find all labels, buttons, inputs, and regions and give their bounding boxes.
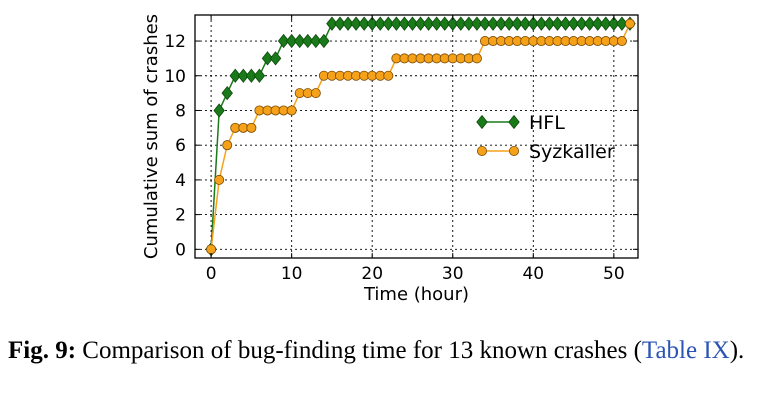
data-point-hfl: [237, 68, 250, 83]
data-point-hfl: [318, 33, 330, 49]
data-point-syzkaller: [616, 36, 627, 47]
data-point-hfl: [551, 16, 564, 31]
data-point-hfl: [430, 16, 443, 31]
data-point-syzkaller: [310, 88, 321, 99]
y-tick-label: 4: [175, 171, 186, 191]
x-tick-label: 50: [603, 264, 625, 284]
legend-label: Syzkaller: [529, 141, 615, 163]
x-tick-label: 40: [522, 264, 544, 284]
data-point-hfl: [285, 33, 298, 49]
data-point-hfl: [519, 16, 531, 31]
data-point-hfl: [503, 16, 515, 31]
data-point-hfl: [358, 16, 370, 31]
y-tick-label: 10: [164, 67, 186, 87]
data-point-hfl: [390, 16, 403, 31]
data-point-hfl: [455, 16, 467, 31]
data-point-hfl: [253, 68, 266, 83]
data-point-hfl: [414, 16, 427, 31]
y-tick-label: 0: [175, 240, 186, 260]
caption-table-link[interactable]: Table IX: [641, 337, 730, 364]
figure-caption: Fig. 9: Comparison of bug-finding time f…: [8, 336, 776, 366]
data-point-hfl: [447, 16, 459, 31]
data-point-hfl: [616, 16, 628, 31]
x-tick-label: 0: [206, 264, 217, 284]
y-tick-label: 8: [175, 101, 186, 121]
legend-marker: [508, 145, 519, 156]
data-point-hfl: [213, 103, 225, 118]
data-point-hfl: [245, 68, 258, 83]
data-point-hfl: [471, 16, 483, 31]
data-point-hfl: [366, 16, 378, 31]
data-point-hfl: [334, 16, 346, 31]
caption-end: ).: [729, 337, 745, 364]
data-point-hfl: [487, 16, 499, 31]
legend-item-syzkaller: Syzkaller: [476, 141, 615, 163]
x-tick-label: 10: [281, 264, 303, 284]
data-point-hfl: [277, 33, 290, 49]
data-point-hfl: [592, 16, 604, 31]
data-point-syzkaller: [471, 53, 482, 64]
series-hfl: [205, 16, 636, 257]
caption-label: Fig. 9:: [8, 337, 77, 364]
data-point-hfl: [374, 16, 386, 31]
data-point-hfl: [261, 51, 274, 66]
grid: [195, 15, 638, 258]
data-point-hfl: [583, 16, 596, 31]
crash-chart: 0 10 20 30 40 50 0 2 4 6 8 10 12 Time (hour) Cumulat…: [141, 14, 639, 305]
y-tick-label: 6: [175, 136, 186, 156]
data-point-hfl: [543, 16, 556, 31]
data-point-hfl: [511, 16, 523, 31]
data-point-hfl: [567, 16, 580, 31]
data-point-hfl: [293, 33, 306, 49]
data-point-hfl: [229, 68, 241, 83]
data-point-hfl: [608, 16, 620, 31]
data-point-hfl: [398, 16, 411, 31]
plot-frame: [194, 14, 639, 259]
data-point-hfl: [495, 16, 507, 31]
data-point-hfl: [600, 16, 612, 31]
series-layer: [205, 16, 636, 257]
data-point-hfl: [535, 16, 548, 31]
data-point-hfl: [438, 16, 451, 31]
data-point-hfl: [406, 16, 419, 31]
data-point-hfl: [479, 16, 491, 31]
data-point-hfl: [342, 16, 354, 31]
data-point-syzkaller: [206, 244, 217, 255]
x-axis-label: Time (hour): [363, 284, 469, 305]
legend-marker: [508, 114, 520, 130]
data-point-syzkaller: [383, 70, 394, 81]
data-point-hfl: [575, 16, 588, 31]
data-point-hfl: [221, 85, 233, 101]
caption-text: Comparison of bug-finding time for 13 kn…: [76, 337, 642, 364]
y-tick-label: 2: [175, 206, 186, 226]
data-point-hfl: [350, 16, 362, 31]
data-point-syzkaller: [624, 18, 635, 29]
data-point-hfl: [302, 33, 314, 49]
data-point-syzkaller: [246, 122, 257, 133]
data-point-hfl: [269, 51, 282, 66]
y-axis-label: Cumulative sum of crashes: [141, 14, 162, 259]
x-tick-label: 20: [361, 264, 383, 284]
y-tick-label: 12: [164, 32, 186, 52]
data-point-hfl: [559, 16, 572, 31]
series-syzkaller: [206, 18, 635, 255]
x-tick-label: 30: [442, 264, 464, 284]
data-point-hfl: [422, 16, 435, 31]
data-point-syzkaller: [214, 174, 225, 185]
data-point-hfl: [310, 33, 322, 49]
legend: HFL Syzkaller: [476, 112, 615, 163]
legend-marker: [476, 114, 488, 130]
legend-item-hfl: HFL: [476, 112, 565, 134]
data-point-hfl: [382, 16, 395, 31]
data-point-hfl: [463, 16, 475, 31]
legend-marker: [476, 145, 487, 156]
legend-label: HFL: [529, 112, 565, 134]
data-point-syzkaller: [286, 105, 297, 116]
ticks: 0 10 20 30 40 50 0 2 4 6 8 10 12: [164, 15, 638, 284]
data-point-syzkaller: [222, 140, 233, 151]
data-point-hfl: [326, 16, 338, 31]
data-point-hfl: [527, 16, 540, 31]
